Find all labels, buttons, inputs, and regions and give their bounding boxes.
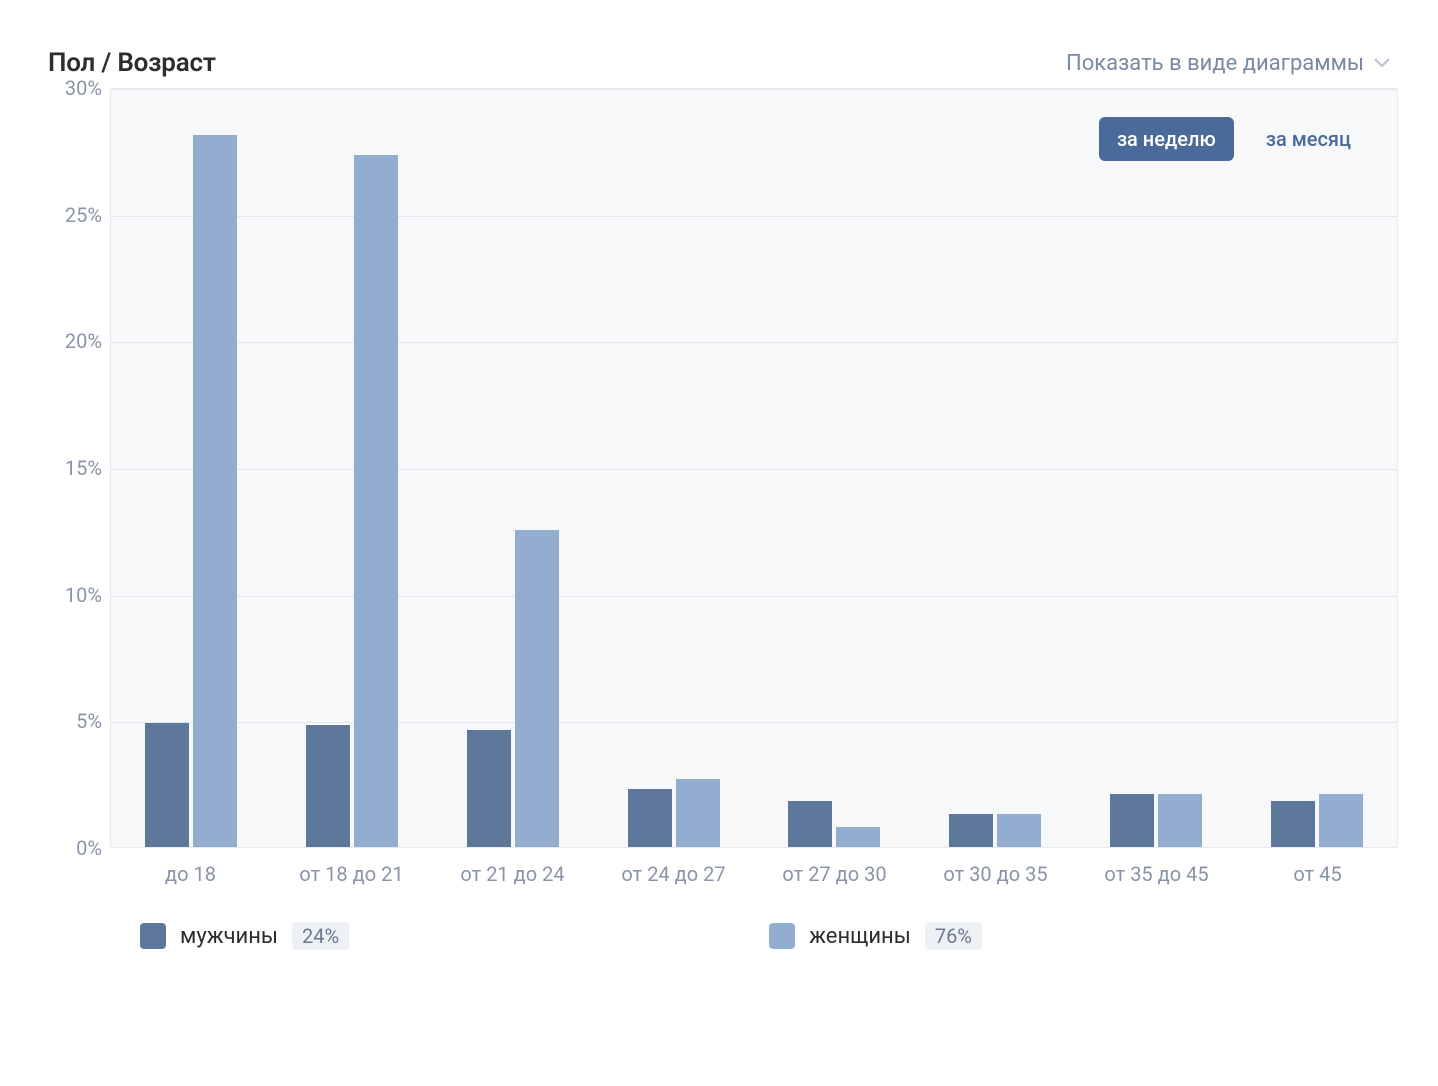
chart-plot: за неделю за месяц <box>110 88 1398 848</box>
bar-male[interactable] <box>306 725 350 847</box>
chart-header: Пол / Возраст Показать в виде диаграммы <box>40 48 1398 78</box>
bar-female[interactable] <box>997 814 1041 847</box>
period-week-button[interactable]: за неделю <box>1099 117 1234 161</box>
x-tick-label: от 30 до 35 <box>915 862 1076 886</box>
bar-female[interactable] <box>1158 794 1202 847</box>
x-tick-label: от 21 до 24 <box>432 862 593 886</box>
legend-label-female: женщины <box>809 924 911 949</box>
bar-group <box>915 89 1076 847</box>
period-toggle: за неделю за месяц <box>1099 117 1369 161</box>
bar-male[interactable] <box>1110 794 1154 847</box>
bar-female[interactable] <box>515 530 559 847</box>
bar-female[interactable] <box>676 779 720 847</box>
chart-title: Пол / Возраст <box>48 48 216 78</box>
bar-group <box>433 89 594 847</box>
x-tick-label: от 24 до 27 <box>593 862 754 886</box>
chevron-down-icon <box>1374 58 1390 68</box>
legend-pct-female: 76% <box>925 922 982 950</box>
x-tick-label: от 27 до 30 <box>754 862 915 886</box>
y-tick-label: 10% <box>40 583 102 607</box>
chart-area: 0%5%10%15%20%25%30% за неделю за месяц д… <box>40 88 1398 950</box>
bar-male[interactable] <box>1271 801 1315 847</box>
bar-group <box>111 89 272 847</box>
bar-group <box>272 89 433 847</box>
bars-layer <box>111 89 1397 847</box>
y-tick-label: 20% <box>40 329 102 353</box>
y-tick-label: 0% <box>40 836 102 860</box>
bar-male[interactable] <box>788 801 832 847</box>
x-tick-label: от 45 <box>1237 862 1398 886</box>
bar-male[interactable] <box>145 723 189 847</box>
period-month-button[interactable]: за месяц <box>1248 117 1369 161</box>
view-as-chart-dropdown[interactable]: Показать в виде диаграммы <box>1066 51 1390 76</box>
bar-male[interactable] <box>949 814 993 847</box>
x-tick-label: от 18 до 21 <box>271 862 432 886</box>
x-tick-label: от 35 до 45 <box>1076 862 1237 886</box>
legend-pct-male: 24% <box>292 922 349 950</box>
x-tick-label: до 18 <box>110 862 271 886</box>
view-toggle-label: Показать в виде диаграммы <box>1066 51 1364 76</box>
y-tick-label: 30% <box>40 76 102 100</box>
x-axis-labels: до 18от 18 до 21от 21 до 24от 24 до 27от… <box>110 862 1398 886</box>
bar-male[interactable] <box>467 730 511 847</box>
legend-swatch-female <box>769 923 795 949</box>
bar-female[interactable] <box>193 135 237 847</box>
bar-group <box>593 89 754 847</box>
bar-female[interactable] <box>354 155 398 847</box>
bar-female[interactable] <box>1319 794 1363 847</box>
bar-male[interactable] <box>628 789 672 847</box>
bar-group <box>1076 89 1237 847</box>
legend-item-male[interactable]: мужчины 24% <box>140 922 349 950</box>
legend-label-male: мужчины <box>180 924 278 949</box>
chart-legend: мужчины 24% женщины 76% <box>140 922 1398 950</box>
bar-group <box>754 89 915 847</box>
legend-swatch-male <box>140 923 166 949</box>
y-axis-labels: 0%5%10%15%20%25%30% <box>40 88 102 848</box>
y-tick-label: 25% <box>40 203 102 227</box>
y-tick-label: 15% <box>40 456 102 480</box>
legend-item-female[interactable]: женщины 76% <box>769 922 982 950</box>
y-tick-label: 5% <box>40 709 102 733</box>
bar-female[interactable] <box>836 827 880 847</box>
bar-group <box>1236 89 1397 847</box>
